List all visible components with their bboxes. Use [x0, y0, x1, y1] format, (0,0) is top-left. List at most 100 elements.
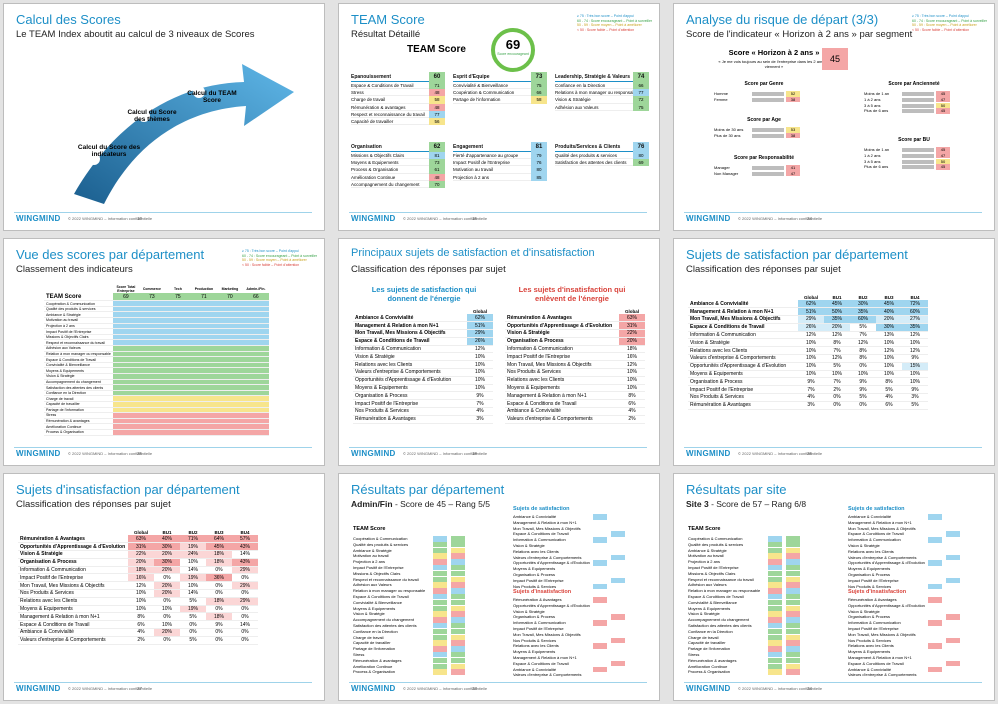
mini-cell [451, 640, 465, 646]
mini-cell [786, 599, 800, 606]
topic-row: Management & Relation à mon N+1 51% [353, 321, 493, 331]
insatisfaction-title: Les sujets d'insatisfaction qui enlèvent… [518, 285, 626, 303]
dept-row: Ambiance & Convivialité 4% 20% 0% 0% 0% [18, 628, 258, 637]
indicator-cell [112, 429, 139, 436]
mini-row: Satisfaction des attentes des clients [688, 622, 838, 629]
dept-row: Relations avec les Clients 10% 7% 8% 12% 12% [688, 346, 928, 356]
dept-value: 19% [180, 573, 206, 583]
mini-cell [611, 572, 625, 578]
mini-row: Confiance en la Direction [353, 628, 503, 635]
topic-name: Mon Travail, Mes Missions & Objectifs [353, 329, 467, 338]
score-legend: ≥ 75 : Très bon score – Point d'appui 60… [577, 14, 652, 32]
indicator-cell [216, 351, 243, 358]
segment-score: 52 [786, 91, 800, 97]
mini-cell [946, 649, 960, 655]
topic-row: Information & Communication 18% [505, 345, 645, 354]
topic-row: Opportunités d'Apprentissage & d'Evoluti… [505, 321, 645, 331]
mini-row: Partage de l'information [688, 646, 838, 652]
indicator-score: 80 [531, 166, 547, 174]
subtitle-site: Site 3 [686, 499, 709, 509]
mini-cell [593, 643, 607, 649]
topic-row: Organisation & Process 9% [353, 391, 493, 401]
mini-cell [928, 514, 942, 520]
indicator-name: Qualité des produits & services [44, 306, 113, 313]
indicator-cell [242, 311, 269, 319]
mini-row: Impact Positif de l'Entreprise [513, 626, 653, 632]
slide-title: Analyse du risque de départ (3/3) [686, 12, 879, 27]
dept-value: 45% [824, 300, 850, 309]
slide-vue-departement[interactable]: Vue des scores par département Classemen… [3, 238, 325, 466]
mini-cell [611, 566, 625, 572]
mini-cell [786, 605, 800, 612]
dept-row: Nos Produits & Services 4% 0% 5% 4% 3% [688, 393, 928, 402]
slide-satisfaction-departement[interactable]: Sujets de satisfaction par département C… [673, 238, 995, 466]
mini-cell [593, 526, 607, 532]
indicator-cell [138, 418, 165, 425]
indicator-name: Projection à 2 ans [44, 323, 113, 330]
mini-cell [433, 541, 447, 548]
mini-cell [928, 609, 942, 615]
footer: WINGMIND © 2022 WINGMIND – Information c… [14, 212, 312, 224]
indicator-cell [164, 367, 191, 374]
slide-resultats-departement[interactable]: Résultats par département Admin/Fin - Sc… [338, 473, 660, 701]
indicator-row: Capacité de travailler [44, 401, 269, 408]
slide-risque-depart[interactable]: Analyse du risque de départ (3/3) Score … [673, 3, 995, 231]
horizon-score: 45 [822, 48, 848, 70]
mini-row: Capacité de travailler [688, 640, 838, 646]
mini-cell [946, 577, 960, 584]
indicator-cell [242, 423, 269, 430]
dept-value: 0% [180, 620, 206, 630]
topic-row: Espace & Conditions de Travail 6% [505, 399, 645, 409]
indicator-row: Espace & Conditions de Travail [44, 356, 269, 363]
header-cell: Commerce [142, 287, 161, 291]
insat-mini-table: Rémunération & Avantages Opportunités d'A… [513, 597, 653, 678]
topic-name: Opportunités d'Apprentissage & d'Evoluti… [18, 542, 128, 552]
indicator-cell [164, 401, 191, 408]
theme-box: Produits/Services & Clients 76 Qualité des… [555, 142, 649, 167]
dept-value: 12% [824, 331, 850, 340]
mini-cell [768, 599, 782, 606]
dept-value: 14% [180, 589, 206, 598]
slide-resultats-site[interactable]: Résultats par site Site 3 - Score de 57 … [673, 473, 995, 701]
dept-value: 12% [876, 346, 902, 356]
dept-value: 40% [154, 535, 180, 544]
indicator-row: Charge de travail 58 [351, 96, 445, 104]
topic-name: Moyens & Equipements [688, 370, 798, 379]
slide-insatisfaction-departement[interactable]: Sujets d'insatisfaction par département … [3, 473, 325, 701]
dept-value: 0% [824, 393, 850, 402]
slide-team-score-detail[interactable]: TEAM Score Résultat Détaillé ≥ 75 : Très… [338, 3, 660, 231]
mini-cell [946, 560, 960, 566]
segment-title: Score par Responsabilité [733, 155, 795, 161]
indicator-cell [216, 362, 243, 369]
header-cell: BU1 [832, 295, 842, 300]
mini-cell [768, 582, 782, 588]
indicator-row: Adhésion aux Valeurs [44, 345, 269, 352]
indicator-cell [190, 345, 217, 352]
indicator-cell [164, 306, 191, 313]
indicator-cell [164, 407, 191, 414]
slide-title: Sujets de satisfaction par département [686, 247, 908, 262]
team-score-heading: TEAM Score [353, 526, 386, 532]
mini-row: Projection à 2 ans [353, 559, 503, 565]
indicator-cell [164, 384, 191, 391]
mini-cell [928, 549, 942, 555]
slide-calcul-scores[interactable]: Calcul des Scores Le TEAM Index aboutit … [3, 3, 325, 231]
indicator-cell [216, 429, 243, 436]
indicator-score: 48 [429, 103, 445, 111]
indicator-cell [164, 362, 191, 369]
dept-value: 0% [232, 605, 258, 614]
topic-name: Valeurs d'entreprise & Comportements [688, 354, 798, 363]
dept-value: 10% [902, 377, 928, 387]
topic-value: 16% [619, 352, 645, 362]
indicator-cell [112, 390, 139, 397]
theme-score: 62 [429, 142, 445, 152]
theme-score: 60 [429, 72, 445, 82]
indicator-cell [216, 390, 243, 397]
slide-principaux-sujets[interactable]: Principaux sujets de satisfaction et d'i… [338, 238, 660, 466]
topic-value: 12% [467, 345, 493, 354]
mini-cell [593, 549, 607, 555]
mini-cell [593, 543, 607, 549]
segment-score: 50 [936, 102, 950, 109]
mini-row: Relation à mon manager ou responsable [353, 588, 503, 594]
dept-value: 10% [128, 605, 154, 614]
